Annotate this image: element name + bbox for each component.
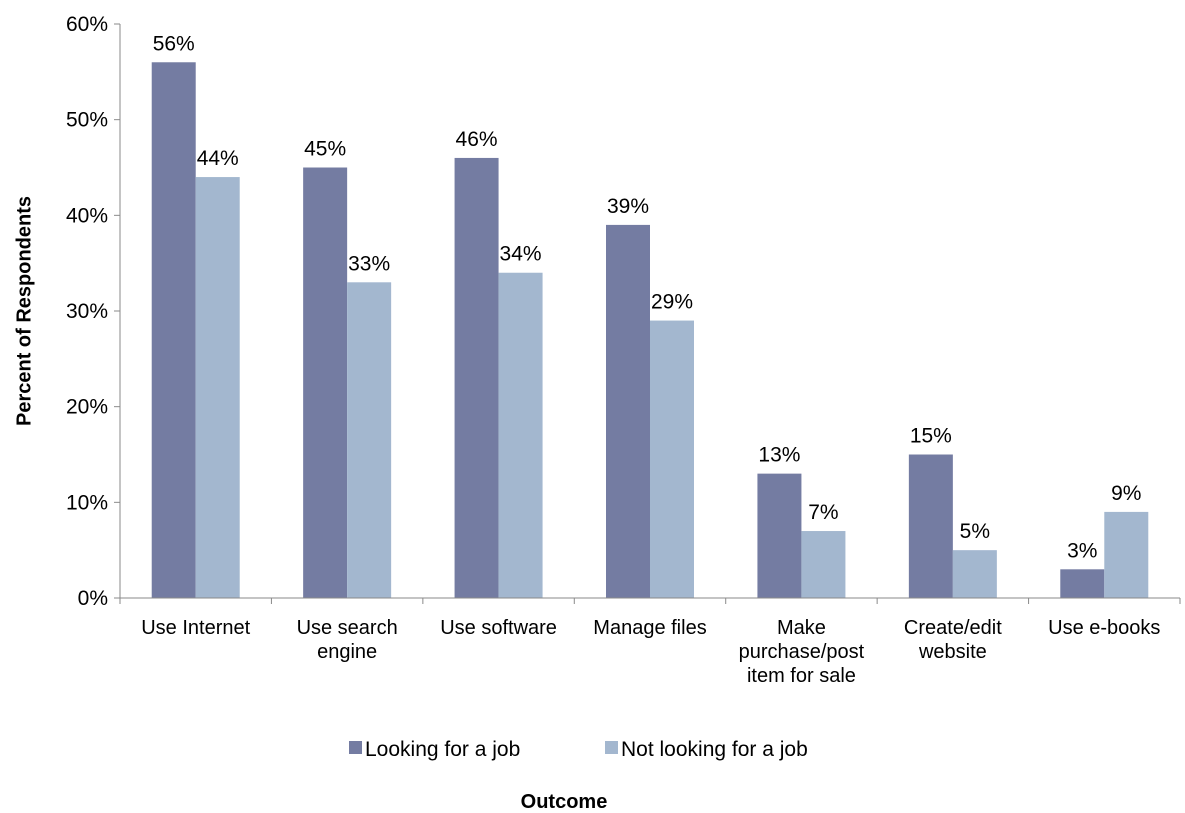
x-category-label: Manage files — [593, 617, 706, 639]
bar-looking — [908, 454, 953, 598]
axes — [119, 24, 1181, 604]
bar-looking — [303, 167, 348, 598]
bar-looking — [757, 473, 802, 598]
y-axis-ticks: 0% 10% 20% 30% 40% 50% 60% — [66, 13, 120, 610]
y-tick-label: 0% — [78, 587, 108, 610]
bar-not-looking — [650, 320, 694, 598]
data-label: 15% — [910, 425, 952, 448]
bar-looking — [454, 157, 499, 598]
bar-not-looking — [801, 531, 846, 598]
legend-swatch — [605, 741, 618, 754]
bar-not-looking — [952, 550, 997, 598]
data-label: 45% — [304, 138, 346, 161]
y-tick-label: 10% — [66, 491, 108, 514]
data-label: 44% — [197, 147, 239, 170]
bar-looking — [151, 62, 196, 599]
data-label: 9% — [1111, 482, 1141, 505]
y-tick-label: 20% — [66, 396, 108, 419]
y-tick-label: 60% — [66, 13, 108, 36]
legend-label: Looking for a job — [365, 738, 520, 761]
x-axis-title: Outcome — [521, 791, 608, 813]
data-label: 5% — [960, 520, 990, 543]
legend: Looking for a job Not looking for a job — [349, 738, 808, 761]
x-category-label: Use search engine — [297, 617, 398, 663]
x-category-label: Use software — [440, 617, 557, 639]
bar-not-looking — [347, 282, 392, 598]
data-label: 56% — [153, 32, 195, 55]
data-label: 39% — [607, 195, 649, 218]
data-label: 29% — [651, 291, 693, 314]
x-category-label: Create/edit website — [904, 617, 1002, 663]
data-labels: 56% 44% 45% 33% 46% 34% 39% 29% 13% 7% 15% 5% 3% 9% — [153, 32, 1142, 562]
y-tick-label: 50% — [66, 109, 108, 132]
data-label: 3% — [1067, 539, 1097, 562]
bar-looking — [1060, 569, 1105, 598]
x-category-label: Use e-books — [1048, 617, 1160, 639]
bars — [151, 62, 1149, 599]
bar-not-looking — [498, 272, 543, 598]
data-label: 46% — [456, 128, 498, 151]
x-category-label: Use Internet — [141, 617, 250, 639]
data-label: 13% — [758, 444, 800, 467]
y-tick-label: 40% — [66, 204, 108, 227]
legend-label: Not looking for a job — [621, 738, 808, 761]
x-category-label: Make purchase/post item for sale — [739, 617, 865, 687]
data-label: 7% — [808, 501, 838, 524]
bar-looking — [606, 224, 650, 598]
data-label: 34% — [500, 243, 542, 266]
legend-swatch — [349, 741, 362, 754]
x-axis-category-labels: Use Internet Use search engine Use software… — [141, 617, 1160, 687]
y-axis-title: Percent of Respondents — [13, 196, 35, 426]
bar-not-looking — [195, 177, 240, 599]
y-tick-label: 30% — [66, 300, 108, 323]
bar-not-looking — [1104, 511, 1149, 598]
data-label: 33% — [348, 252, 390, 275]
